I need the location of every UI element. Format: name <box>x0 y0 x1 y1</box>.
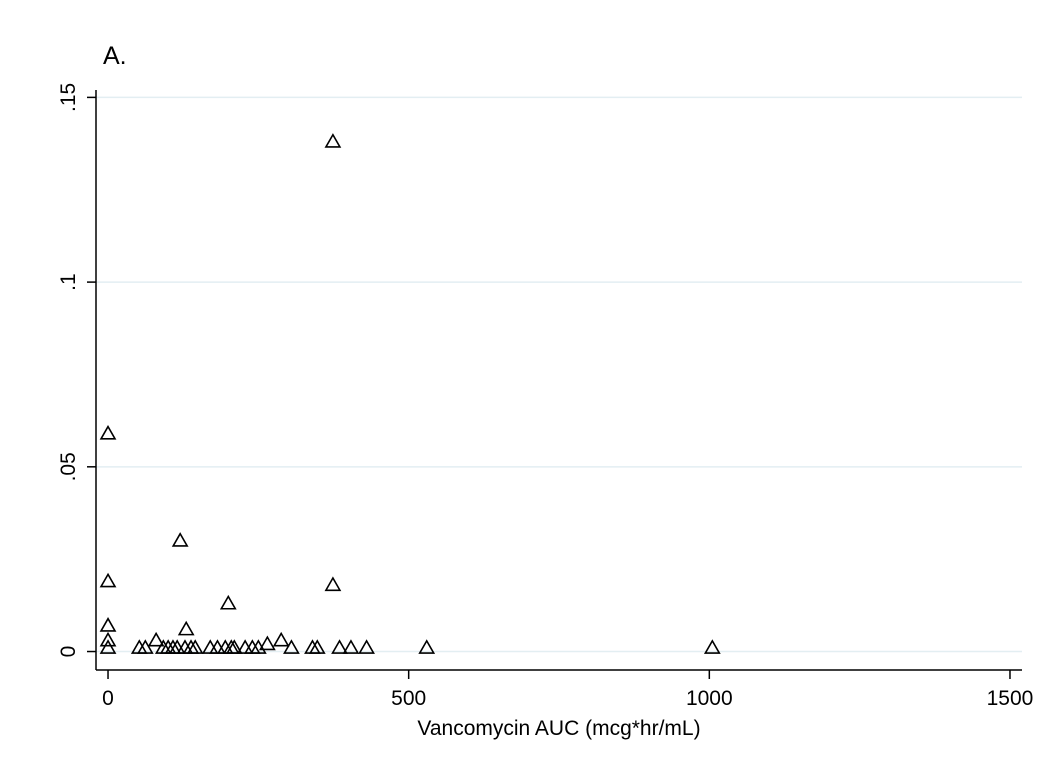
data-point <box>272 631 290 647</box>
data-point <box>171 532 189 547</box>
data-point <box>324 576 342 592</box>
data-point <box>331 639 348 654</box>
data-point <box>136 639 154 654</box>
data-point <box>177 620 195 636</box>
y-tick-labels: 0 .05 .1 .15 <box>57 83 80 658</box>
data-point <box>186 639 204 654</box>
grid-lines <box>96 96 1022 653</box>
data-point <box>324 133 342 148</box>
data-point <box>258 635 276 651</box>
data-point <box>99 631 117 647</box>
data-point <box>703 639 721 654</box>
data-points <box>99 133 721 654</box>
axes <box>87 90 1022 679</box>
data-point <box>342 639 360 654</box>
data-point <box>147 631 165 647</box>
y-tick-label: .05 <box>57 452 80 481</box>
x-tick-labels: 0 500 1000 1500 <box>102 687 1033 710</box>
x-tick-label: 500 <box>391 687 426 710</box>
data-point <box>283 639 300 654</box>
data-point <box>418 639 436 654</box>
data-point <box>225 639 243 654</box>
x-axis-label: Vancomycin AUC (mcg*hr/mL) <box>417 717 700 740</box>
data-point <box>219 594 237 610</box>
data-point <box>99 639 117 654</box>
y-tick-label: .15 <box>57 83 80 112</box>
data-point <box>99 424 117 440</box>
y-tick-label: .1 <box>57 273 80 291</box>
data-point <box>358 639 375 654</box>
chart-title: A. <box>103 42 127 70</box>
data-point <box>308 639 326 654</box>
x-tick-label: 1500 <box>987 687 1034 710</box>
x-tick-label: 1000 <box>686 687 733 710</box>
data-point <box>99 617 117 632</box>
x-tick-label: 0 <box>102 687 114 710</box>
y-tick-label: 0 <box>57 646 80 658</box>
data-point <box>99 572 117 588</box>
